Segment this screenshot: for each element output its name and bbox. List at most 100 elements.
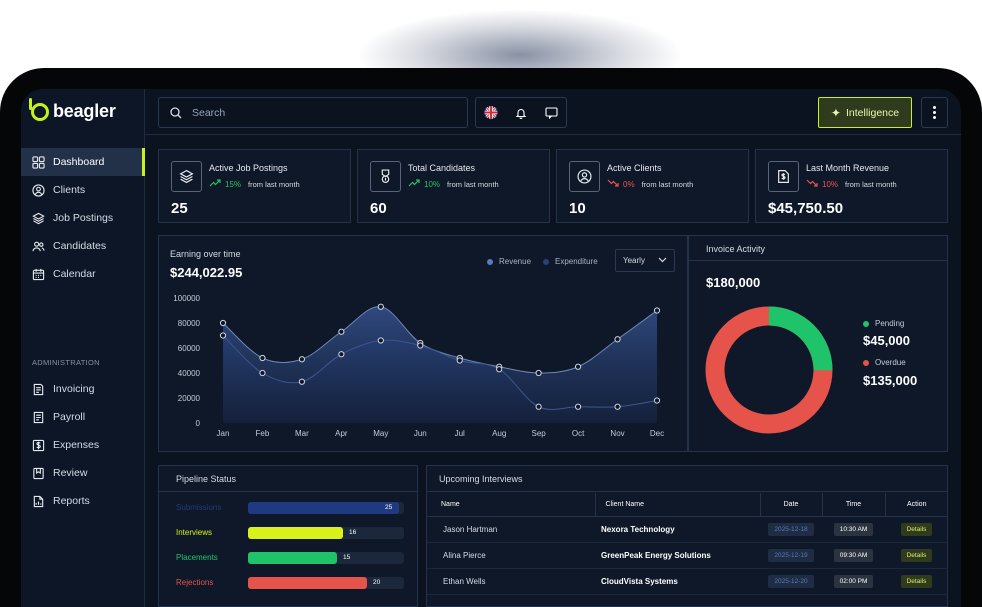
y-tick-label: 0 — [196, 419, 201, 428]
search-input[interactable] — [192, 106, 452, 119]
badge-icon — [370, 161, 401, 192]
expenditure-point — [338, 351, 345, 358]
sidebar-item-reports[interactable]: Reports — [21, 487, 145, 515]
donut-pending — [705, 306, 833, 434]
expenditure-point — [574, 403, 582, 410]
column-header: Time — [822, 493, 886, 517]
table-row: Alina Pierce GreenPeak Energy Solutions … — [427, 542, 948, 569]
details-button[interactable]: Details — [900, 574, 933, 588]
overdue-dot — [863, 359, 869, 366]
earnings-title: Earning over time — [170, 249, 241, 259]
search-icon — [169, 106, 183, 120]
invoice-total: $180,000 — [706, 275, 761, 290]
sidebar-item-job-postings[interactable]: Job Postings — [21, 204, 145, 232]
app-screen: beagler Dashboard Clients Job Postings — [21, 89, 961, 607]
sidebar-item-payroll[interactable]: Payroll — [21, 403, 145, 431]
time-pill: 02:00 PM — [833, 574, 874, 588]
pipeline-card: Pipeline Status Submissions 25 Interviews 1… — [158, 465, 418, 607]
x-tick-label: Aug — [492, 429, 506, 438]
legend-revenue: Revenue — [487, 257, 531, 266]
x-tick-label: Jun — [414, 429, 427, 438]
logo[interactable]: beagler — [29, 97, 116, 122]
uk-flag-icon[interactable] — [484, 105, 498, 120]
stat-change: 15% from last month — [209, 179, 300, 189]
stat-change: 10% from last month — [408, 179, 499, 189]
pipeline-row: Interviews 16 — [159, 527, 418, 541]
interviews-card: Upcoming Interviews Name Client Name Dat… — [426, 465, 948, 607]
sidebar-item-review[interactable]: Review — [21, 459, 145, 487]
grid-icon — [32, 155, 45, 169]
sidebar-item-expenses[interactable]: Expenses — [21, 431, 145, 459]
column-header: Date — [760, 493, 823, 517]
table-header-row: Name Client Name Date Time Action — [427, 493, 948, 517]
revenue-point — [574, 363, 582, 370]
expenditure-point — [298, 378, 306, 385]
layers-icon — [32, 212, 45, 225]
sidebar-item-calendar[interactable]: Calendar — [21, 260, 145, 288]
revenue-dot — [487, 258, 493, 265]
details-button[interactable]: Details — [900, 522, 933, 536]
expenditure-point — [535, 403, 542, 410]
revenue-point — [338, 328, 345, 335]
stat-card-revenue[interactable]: Last Month Revenue 10% from last month $… — [755, 149, 948, 223]
sidebar-item-label: Review — [53, 467, 88, 479]
stat-change-pct: 15% — [225, 179, 242, 189]
column-header: Client Name — [595, 493, 761, 517]
trend-down-icon — [806, 179, 818, 189]
more-vertical-icon[interactable] — [921, 97, 948, 128]
y-tick-label: 80000 — [178, 319, 201, 328]
x-tick-label: Nov — [610, 429, 624, 438]
client-name: Nexora Technology — [595, 516, 760, 543]
table-row: Ethan Wells CloudVista Systems 2025-12-2… — [427, 568, 948, 595]
intelligence-button[interactable]: ✦ Intelligence — [818, 97, 912, 128]
candidate-name: Alina Pierce — [427, 542, 595, 569]
legend-expenditure: Expenditure — [543, 257, 598, 266]
report-icon — [32, 495, 45, 508]
stat-value: $45,750.50 — [768, 200, 844, 217]
y-tick-label: 60000 — [178, 344, 201, 353]
sidebar-item-candidates[interactable]: Candidates — [21, 232, 145, 260]
table-row: Jason Hartman Nexora Technology 2025-12-… — [427, 516, 948, 543]
sidebar: beagler Dashboard Clients Job Postings — [21, 89, 145, 607]
period-select[interactable]: Yearly — [615, 249, 675, 272]
divider — [159, 491, 417, 492]
pipeline-row: Rejections 20 — [159, 577, 418, 591]
x-tick-label: Feb — [256, 429, 270, 438]
expenditure-point — [259, 369, 266, 377]
revenue-point — [377, 303, 384, 310]
expenditure-area — [223, 335, 657, 423]
sidebar-item-invoicing[interactable]: Invoicing — [21, 375, 145, 403]
x-tick-label: Apr — [335, 429, 348, 438]
search-box[interactable] — [158, 97, 468, 128]
layers-icon — [171, 161, 202, 192]
column-header: Action — [885, 493, 948, 517]
stat-card-job-postings[interactable]: Active Job Postings 15% from last month … — [158, 149, 351, 223]
stat-change: 10% from last month — [806, 179, 897, 189]
stat-card-active-clients[interactable]: Active Clients 0% from last month 10 — [556, 149, 749, 223]
x-tick-label: Jul — [455, 429, 465, 438]
period-value: Yearly — [623, 256, 645, 265]
x-tick-label: Mar — [295, 429, 309, 438]
overdue-value: $135,000 — [863, 373, 918, 388]
sidebar-item-clients[interactable]: Clients — [21, 176, 145, 204]
details-button[interactable]: Details — [900, 548, 933, 562]
chevron-down-icon — [658, 256, 667, 265]
pipeline-value: 25 — [385, 504, 393, 511]
time-pill: 09:30 AM — [833, 548, 874, 562]
sidebar-item-label: Calendar — [53, 268, 96, 280]
sidebar-item-dashboard[interactable]: Dashboard — [21, 148, 145, 176]
intelligence-label: Intelligence — [845, 106, 900, 119]
bell-icon[interactable] — [514, 106, 528, 120]
chat-icon[interactable] — [544, 106, 558, 120]
pending-dot — [863, 320, 869, 327]
stat-card-total-candidates[interactable]: Total Candidates 10% from last month 60 — [357, 149, 550, 223]
logo-icon — [29, 97, 49, 121]
stat-value: 60 — [370, 200, 387, 217]
y-tick-label: 20000 — [178, 394, 201, 403]
revenue-point — [259, 354, 266, 362]
revenue-point — [535, 369, 542, 377]
stat-change-from: from last month — [845, 179, 897, 189]
pipeline-value: 16 — [349, 529, 357, 536]
pending-value: $45,000 — [863, 333, 910, 348]
trend-down-icon — [607, 179, 619, 189]
